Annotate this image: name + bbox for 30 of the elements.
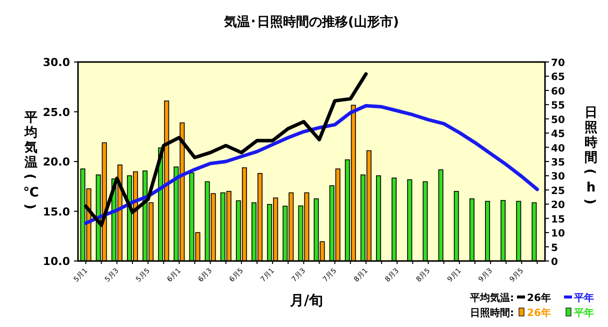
y2-tick-label: 35 [551, 158, 565, 168]
legend-label: 26年 [527, 292, 551, 304]
chart-title: 気温･日照時間の推移(山形市) [223, 14, 399, 30]
y2-tick-label: 10 [551, 228, 565, 240]
legend-label: 平年 [573, 307, 594, 319]
y2-tick-label: 30 [551, 172, 565, 183]
legend-label: 26年 [527, 307, 551, 319]
y2-tick-label: 50 [551, 114, 565, 126]
y2-tick-label: 60 [551, 86, 565, 98]
y2-tick-label: 20 [551, 200, 565, 212]
y2-tick-label: 0 [551, 257, 558, 268]
y2-tick-label: 25 [551, 186, 565, 197]
x-axis-title: 月/旬 [288, 293, 324, 309]
y-tick-label: 25.0 [42, 106, 70, 119]
text: 日照時間: [470, 307, 514, 319]
y2-tick-label: 65 [551, 72, 565, 84]
y2-axis-title: 日照時間(h) [582, 106, 598, 204]
y-tick-label: 20.0 [42, 156, 70, 168]
text: 平均気温: [469, 292, 514, 304]
y2-tick-label: 70 [551, 58, 565, 69]
y2-tick-label: 40 [551, 143, 565, 154]
y-tick-label: 30.0 [42, 56, 70, 69]
y2-tick-label: 15 [551, 214, 565, 226]
y-axis-title: 平均気温(℃) [22, 110, 39, 210]
y-tick-label: 10.0 [42, 255, 70, 268]
y2-tick-label: 55 [551, 100, 565, 112]
y-tick-label: 15.0 [42, 205, 70, 218]
y2-tick-label: 45 [551, 129, 565, 140]
y2-tick-label: 5 [551, 242, 558, 254]
legend-label: 平年 [573, 292, 594, 304]
